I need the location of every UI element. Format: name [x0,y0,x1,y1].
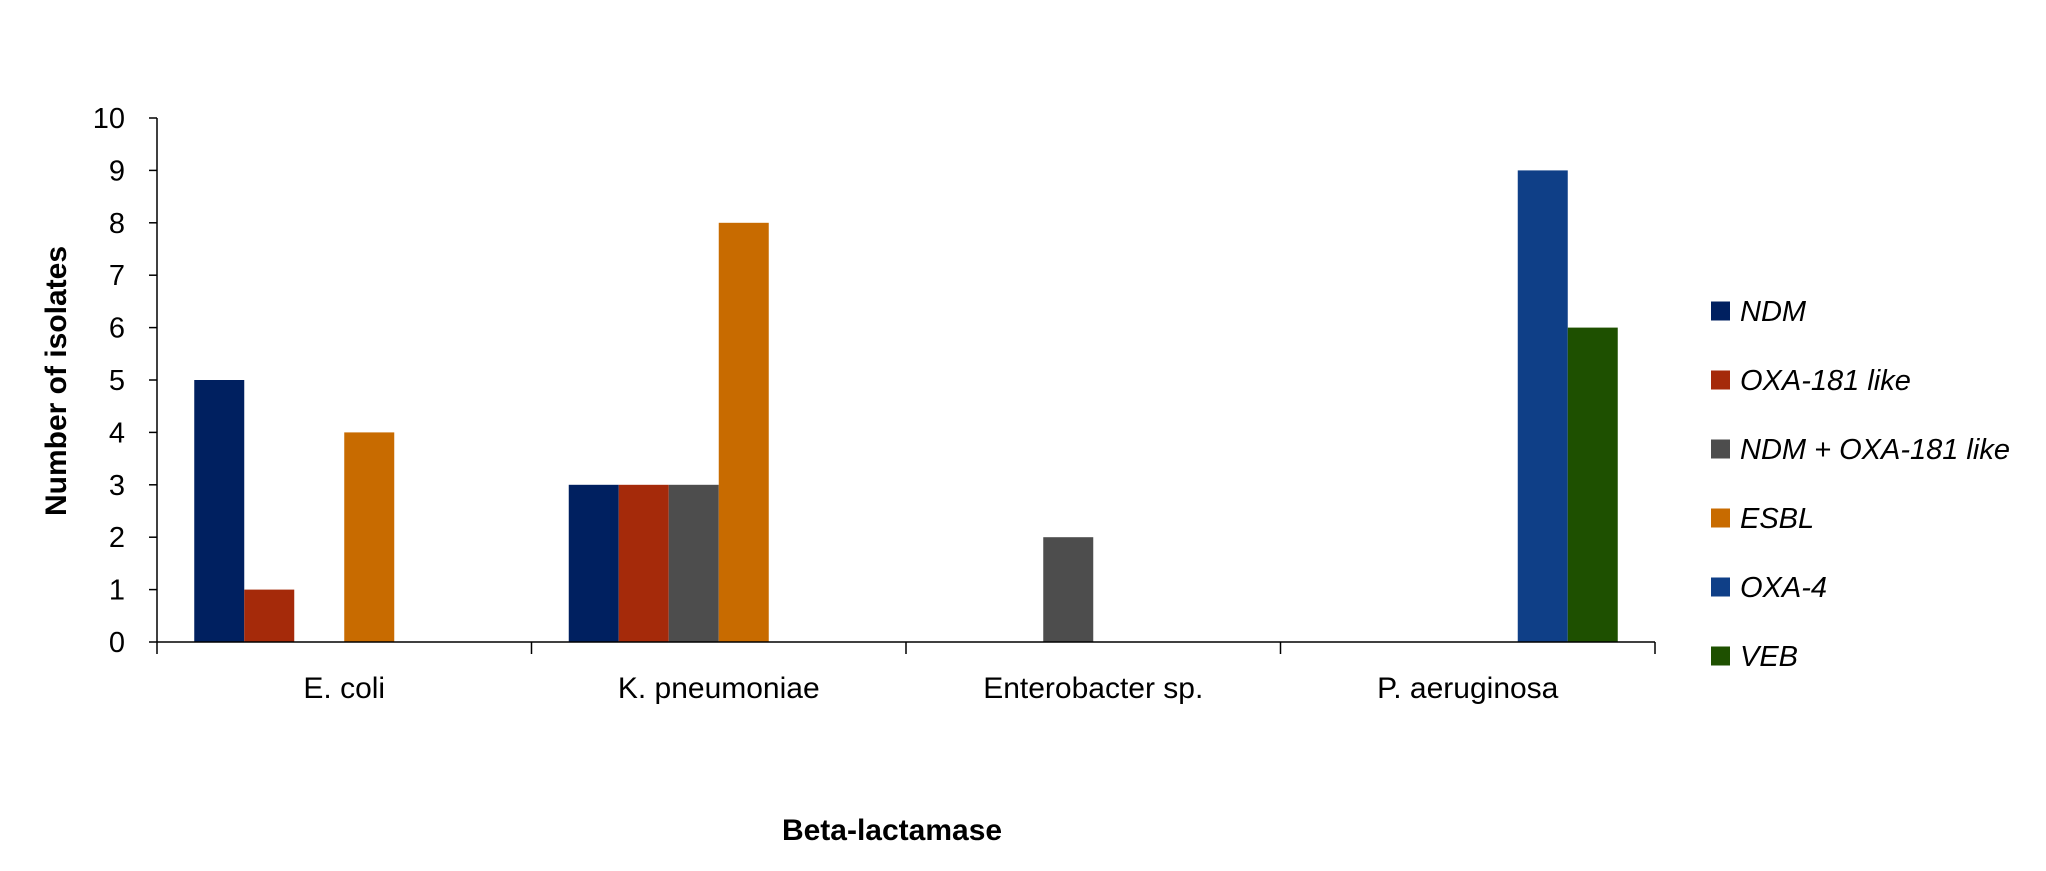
bar-ndm-e-coli [194,380,245,642]
category-label: E. coli [303,672,385,705]
y-tick-label: 4 [109,417,125,449]
x-axis-title: Beta-lactamase [782,814,1002,847]
legend-swatch [1711,646,1730,666]
category-label: P. aeruginosa [1377,672,1559,705]
y-tick-label: 3 [109,470,125,502]
bar-esbl-k-pneumoniae [718,222,769,643]
category-labels: E. coli K. pneumoniae Enterobacter sp. P. a… [303,672,1558,705]
bar-ndm-k-pneumoniae [568,484,619,642]
y-tick-label: 1 [109,575,125,607]
legend-label: NDM + OXA-181 like [1740,434,2010,466]
bar-esbl-e-coli [344,432,395,642]
legend-swatch [1711,301,1730,321]
y-axis-title: Number of isolates [40,246,73,516]
bar-ndm-oxa-181-like-k-pneumoniae [668,484,719,642]
bar-oxa-181-like-k-pneumoniae [618,484,669,642]
y-tick-label: 8 [109,208,125,240]
category-label: K. pneumoniae [618,672,820,705]
bars [194,170,1618,643]
legend-label: OXA-4 [1740,572,1827,604]
y-tick-label: 2 [109,522,125,554]
y-ticks: 0 1 2 3 4 5 6 7 8 9 10 [93,103,157,659]
y-tick-label: 10 [93,103,125,135]
bar-oxa-181-like-e-coli [244,589,295,642]
bar-ndm-oxa-181-like-enterobacter-sp- [1043,537,1094,642]
y-tick-label: 6 [109,313,125,345]
category-label: Enterobacter sp. [983,672,1203,705]
legend-item: OXA-4 [1711,572,1827,604]
bar-veb-p-aeruginosa [1567,327,1618,642]
legend-label: NDM [1740,296,1807,328]
legend-item: VEB [1711,641,1798,673]
legend-label: ESBL [1740,503,1814,535]
legend-swatch [1711,439,1730,459]
legend-swatch [1711,508,1730,528]
legend-swatch [1711,370,1730,390]
legend: NDM OXA-181 like NDM + OXA-181 like ESBL OXA… [1711,296,2010,673]
bar-oxa-4-p-aeruginosa [1517,170,1568,642]
legend-item: NDM [1711,296,1807,328]
y-tick-label: 0 [109,627,125,659]
legend-item: OXA-181 like [1711,365,1911,397]
legend-label: VEB [1740,641,1798,673]
legend-item: NDM + OXA-181 like [1711,434,2010,466]
y-tick-label: 9 [109,155,125,187]
legend-label: OXA-181 like [1740,365,1911,397]
y-tick-label: 5 [109,365,125,397]
y-tick-label: 7 [109,260,125,292]
legend-swatch [1711,577,1730,597]
x-ticks [156,642,1656,654]
legend-item: ESBL [1711,503,1814,535]
